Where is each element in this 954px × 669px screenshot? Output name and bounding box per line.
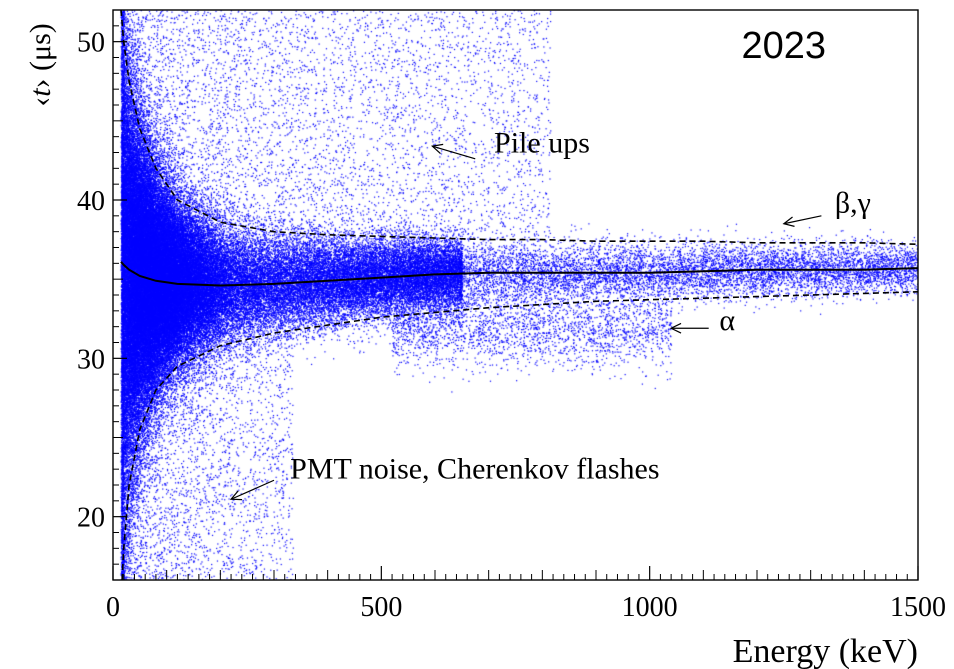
y-axis-label-close: › xyxy=(24,78,57,88)
annotation-arrow xyxy=(230,479,275,500)
annotation-label: β,γ xyxy=(835,187,871,220)
x-tick-label: 1500 xyxy=(890,592,946,623)
y-tick-label: 30 xyxy=(77,344,105,375)
annotation-arrowhead xyxy=(430,143,444,155)
y-tick-label: 50 xyxy=(77,28,105,59)
annotation-arrowhead xyxy=(229,490,243,501)
annotation-arrow xyxy=(432,145,476,160)
annotation-arrowhead xyxy=(669,322,682,334)
annotation-label: PMT noise, Cherenkov flashes xyxy=(290,453,659,486)
x-tick-label: 0 xyxy=(106,592,120,623)
year-label: 2023 xyxy=(741,25,826,67)
annotation-arrow xyxy=(783,215,822,225)
axis-ticks: 0 500 1000 1500 20 30 40 50 xyxy=(77,9,946,623)
x-axis-label: Energy (keV) xyxy=(733,633,918,669)
annotation-label: α xyxy=(719,304,735,337)
y-tick-label: 20 xyxy=(77,503,105,534)
y-axis-label-open: ‹ xyxy=(24,97,57,107)
y-axis-label-gap xyxy=(24,71,57,79)
y-axis-label-var: t xyxy=(24,88,57,97)
curves xyxy=(120,10,918,580)
x-tick-label: 500 xyxy=(360,592,402,623)
y-tick-label: 40 xyxy=(77,186,105,217)
y-axis-label: ‹t› (μs) xyxy=(24,23,57,107)
lower-bound-curve xyxy=(121,291,918,580)
x-tick-label: 1000 xyxy=(622,592,678,623)
annotation-label: Pile ups xyxy=(494,127,590,160)
y-axis-label-unit: (μs) xyxy=(24,23,57,71)
mean-curve xyxy=(120,261,918,287)
annotation-arrowhead xyxy=(782,216,795,227)
annotations: Pile ups β,γ α PMT noise, Cherenkov flashes xyxy=(229,127,871,501)
